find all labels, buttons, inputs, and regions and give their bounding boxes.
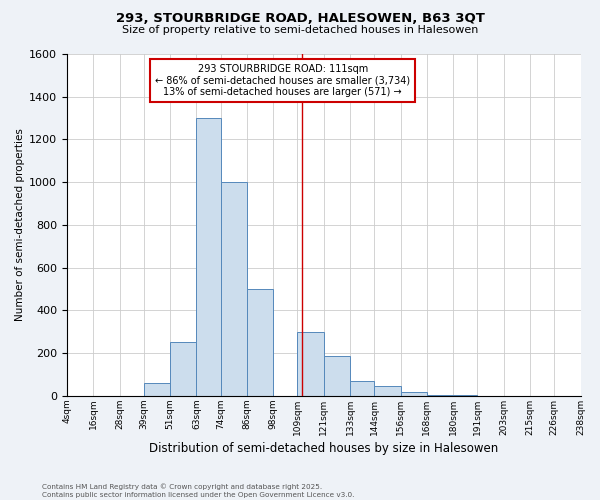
Bar [401,392,427,396]
Bar [196,118,221,396]
Bar [144,383,170,396]
Bar [221,182,247,396]
Bar [427,395,453,396]
Text: 293, STOURBRIDGE ROAD, HALESOWEN, B63 3QT: 293, STOURBRIDGE ROAD, HALESOWEN, B63 3Q… [116,12,484,26]
Text: Contains HM Land Registry data © Crown copyright and database right 2025.
Contai: Contains HM Land Registry data © Crown c… [42,484,355,498]
Bar [324,356,350,396]
Bar [298,332,324,396]
Bar [247,289,273,396]
Text: 293 STOURBRIDGE ROAD: 111sqm
← 86% of semi-detached houses are smaller (3,734)
1: 293 STOURBRIDGE ROAD: 111sqm ← 86% of se… [155,64,410,98]
Bar [374,386,401,396]
Text: Size of property relative to semi-detached houses in Halesowen: Size of property relative to semi-detach… [122,25,478,35]
Y-axis label: Number of semi-detached properties: Number of semi-detached properties [15,128,25,322]
X-axis label: Distribution of semi-detached houses by size in Halesowen: Distribution of semi-detached houses by … [149,442,499,455]
Bar [170,342,196,396]
Bar [350,381,374,396]
